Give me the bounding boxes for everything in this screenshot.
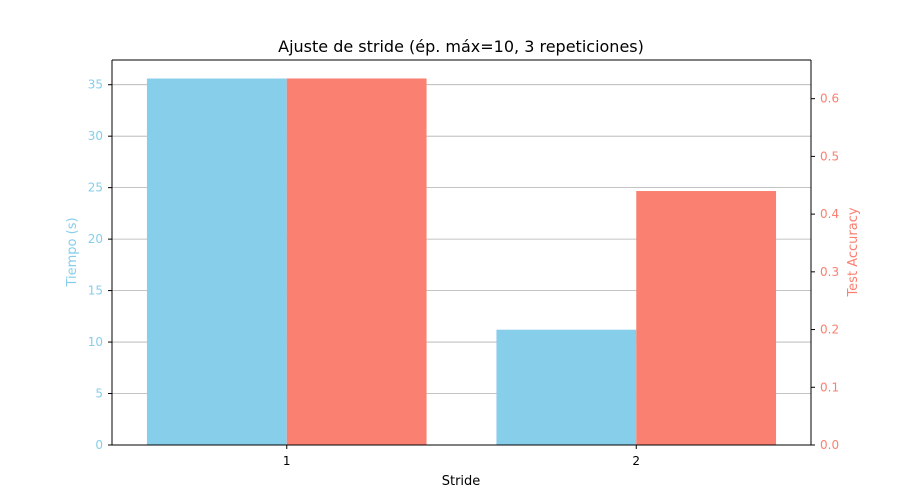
left-tick-label: 35	[88, 78, 103, 92]
right-tick-label: 0.3	[820, 265, 839, 279]
left-tick-label: 5	[95, 387, 103, 401]
right-tick-label: 0.0	[820, 438, 839, 452]
left-tick-label: 10	[88, 335, 103, 349]
x-axis-label: Stride	[442, 474, 481, 489]
bar-tiempo	[496, 329, 637, 445]
bar-layer	[146, 78, 777, 445]
left-tick-label: 0	[95, 438, 103, 452]
bar-accuracy	[636, 191, 777, 445]
bar-tiempo	[146, 78, 287, 445]
chart-title: Ajuste de stride (ép. máx=10, 3 repetici…	[278, 37, 644, 56]
x-tick-label: 1	[283, 454, 291, 468]
left-tick-label: 15	[88, 284, 103, 298]
left-tick-label: 30	[88, 129, 103, 143]
right-axis-label: Test Accuracy	[846, 207, 861, 297]
right-tick-label: 0.5	[820, 149, 839, 163]
left-axis-label: Tiempo (s)	[65, 217, 80, 287]
bar-accuracy	[286, 78, 427, 445]
right-tick-label: 0.4	[820, 207, 839, 221]
left-tick-label: 25	[88, 181, 103, 195]
right-tick-label: 0.1	[820, 380, 839, 394]
right-tick-label: 0.2	[820, 323, 839, 337]
x-tick-label: 2	[632, 454, 640, 468]
right-tick-label: 0.6	[820, 92, 839, 106]
left-tick-label: 20	[88, 232, 103, 246]
